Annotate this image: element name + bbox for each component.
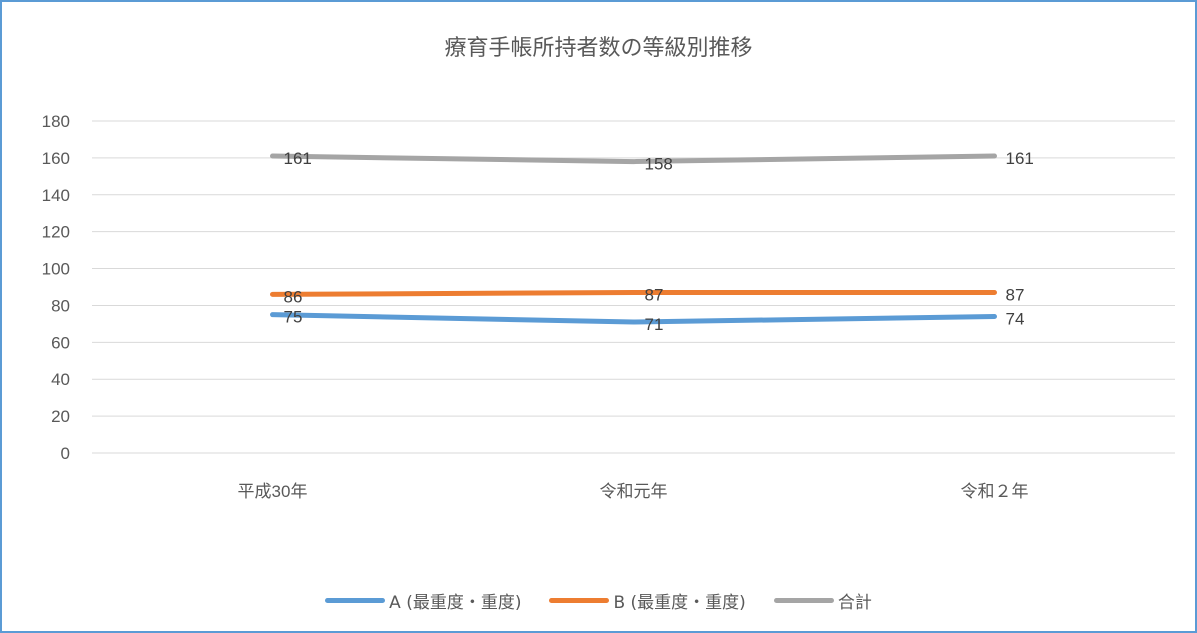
- series-line-1: [270, 290, 997, 297]
- legend-label-2: 合計: [837, 593, 872, 613]
- series-line-2: [270, 153, 997, 165]
- data-label-0-1: 71: [645, 315, 664, 334]
- y-tick-label-160: 160: [42, 149, 70, 168]
- x-tick-label-2: 令和２年: [961, 482, 1029, 501]
- x-tick-label-0: 平成30年: [238, 482, 308, 501]
- legend-swatch-2: [773, 598, 834, 603]
- series-line-0: [270, 312, 997, 325]
- legend-item-1: B (最重度・重度): [549, 588, 746, 613]
- y-tick-label-100: 100: [42, 260, 70, 279]
- x-tick-label-1: 令和元年: [600, 482, 668, 501]
- legend-swatch-1: [549, 598, 610, 603]
- y-tick-label-120: 120: [42, 223, 70, 242]
- legend-item-0: A (最重度・重度): [325, 588, 521, 613]
- y-tick-label-20: 20: [51, 407, 70, 426]
- chart-title: 療育手帳所持者数の等級別推移: [444, 36, 753, 61]
- y-tick-label-60: 60: [51, 333, 70, 352]
- y-tick-label-40: 40: [51, 370, 70, 389]
- data-label-2-1: 158: [645, 155, 673, 174]
- data-label-2-2: 161: [1006, 149, 1034, 168]
- data-label-2-0: 161: [284, 149, 312, 168]
- data-label-1-1: 87: [645, 286, 664, 305]
- data-label-1-0: 86: [284, 287, 303, 306]
- legend-label-0: A (最重度・重度): [389, 593, 522, 613]
- y-tick-label-80: 80: [51, 296, 70, 315]
- data-label-0-2: 74: [1006, 310, 1025, 329]
- legend-item-2: 合計: [773, 588, 872, 613]
- chart-legend: A (最重度・重度) B (最重度・重度) 合計: [0, 588, 1197, 613]
- data-label-1-2: 87: [1006, 286, 1025, 305]
- y-tick-label-0: 0: [61, 444, 70, 463]
- legend-label-1: B (最重度・重度): [613, 593, 746, 613]
- data-label-0-0: 75: [284, 308, 303, 327]
- y-tick-label-180: 180: [42, 112, 70, 131]
- y-tick-label-140: 140: [42, 186, 70, 205]
- legend-swatch-0: [325, 598, 386, 603]
